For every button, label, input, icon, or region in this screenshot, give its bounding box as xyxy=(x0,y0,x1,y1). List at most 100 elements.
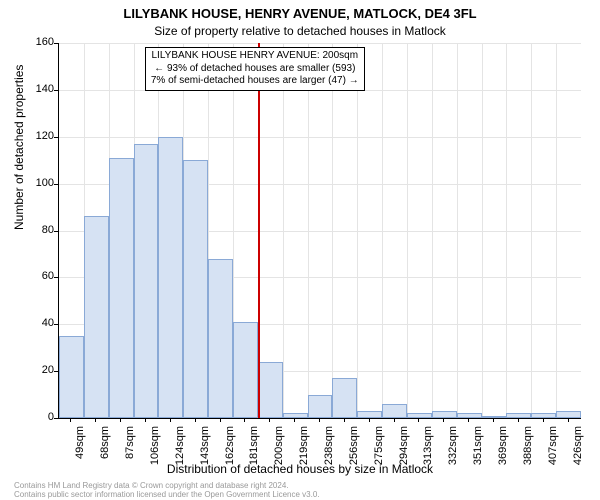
x-gridline xyxy=(531,43,532,418)
chart-title: LILYBANK HOUSE, HENRY AVENUE, MATLOCK, D… xyxy=(0,6,600,21)
histogram-bar xyxy=(432,411,457,418)
y-tick xyxy=(54,231,58,232)
histogram-bar xyxy=(134,144,159,418)
x-tick-label: 124sqm xyxy=(174,426,186,476)
reference-line xyxy=(258,43,260,418)
x-gridline xyxy=(556,43,557,418)
x-tick xyxy=(294,418,295,422)
chart-container: LILYBANK HOUSE, HENRY AVENUE, MATLOCK, D… xyxy=(0,0,600,500)
y-tick xyxy=(54,184,58,185)
histogram-bar xyxy=(183,160,208,418)
attribution-line1: Contains HM Land Registry data © Crown c… xyxy=(14,481,289,490)
x-tick-label: 219sqm xyxy=(298,426,310,476)
histogram-bar xyxy=(233,322,258,418)
y-tick xyxy=(54,371,58,372)
y-tick-label: 160 xyxy=(14,36,54,48)
x-tick xyxy=(244,418,245,422)
x-tick-label: 351sqm xyxy=(472,426,484,476)
x-tick-label: 68sqm xyxy=(99,426,111,476)
x-tick xyxy=(518,418,519,422)
x-tick-label: 143sqm xyxy=(199,426,211,476)
y-tick xyxy=(54,277,58,278)
x-tick-label: 256sqm xyxy=(348,426,360,476)
x-tick xyxy=(568,418,569,422)
annotation-line1: LILYBANK HOUSE HENRY AVENUE: 200sqm xyxy=(151,50,359,63)
x-tick-label: 49sqm xyxy=(74,426,86,476)
chart-subtitle: Size of property relative to detached ho… xyxy=(0,24,600,38)
histogram-bar xyxy=(308,395,333,418)
histogram-bar xyxy=(208,259,233,418)
x-tick-label: 275sqm xyxy=(373,426,385,476)
x-tick-label: 388sqm xyxy=(522,426,534,476)
x-tick xyxy=(344,418,345,422)
y-gridline xyxy=(59,137,581,138)
histogram-bar xyxy=(556,411,581,418)
y-tick-label: 80 xyxy=(14,224,54,236)
y-tick xyxy=(54,418,58,419)
x-gridline xyxy=(382,43,383,418)
x-tick-label: 426sqm xyxy=(572,426,584,476)
x-gridline xyxy=(482,43,483,418)
y-tick-label: 20 xyxy=(14,364,54,376)
y-tick-label: 0 xyxy=(14,411,54,423)
y-gridline xyxy=(59,43,581,44)
y-tick-label: 40 xyxy=(14,317,54,329)
histogram-bar xyxy=(506,413,531,418)
x-gridline xyxy=(407,43,408,418)
x-tick-label: 369sqm xyxy=(497,426,509,476)
x-tick xyxy=(418,418,419,422)
x-tick xyxy=(493,418,494,422)
x-gridline xyxy=(283,43,284,418)
x-tick xyxy=(369,418,370,422)
x-tick-label: 238sqm xyxy=(323,426,335,476)
histogram-bar xyxy=(332,378,357,418)
y-tick xyxy=(54,137,58,138)
x-tick xyxy=(543,418,544,422)
x-tick xyxy=(394,418,395,422)
x-gridline xyxy=(308,43,309,418)
plot-area: LILYBANK HOUSE HENRY AVENUE: 200sqm← 93%… xyxy=(58,43,581,419)
histogram-bar xyxy=(258,362,283,418)
annotation-line2: ← 93% of detached houses are smaller (59… xyxy=(151,63,359,76)
x-tick-label: 106sqm xyxy=(149,426,161,476)
histogram-bar xyxy=(109,158,134,418)
y-tick xyxy=(54,43,58,44)
histogram-bar xyxy=(357,411,382,418)
y-tick-label: 120 xyxy=(14,130,54,142)
annotation-line3: 7% of semi-detached houses are larger (4… xyxy=(151,75,359,88)
histogram-bar xyxy=(407,413,432,418)
x-gridline xyxy=(506,43,507,418)
x-tick-label: 87sqm xyxy=(124,426,136,476)
histogram-bar xyxy=(531,413,556,418)
x-gridline xyxy=(457,43,458,418)
x-tick xyxy=(220,418,221,422)
x-tick xyxy=(70,418,71,422)
x-tick xyxy=(145,418,146,422)
x-tick-label: 294sqm xyxy=(398,426,410,476)
histogram-bar xyxy=(382,404,407,418)
annotation-box: LILYBANK HOUSE HENRY AVENUE: 200sqm← 93%… xyxy=(145,47,365,91)
x-tick-label: 313sqm xyxy=(422,426,434,476)
x-tick-label: 407sqm xyxy=(547,426,559,476)
x-gridline xyxy=(432,43,433,418)
x-tick-label: 181sqm xyxy=(248,426,260,476)
x-tick-label: 332sqm xyxy=(447,426,459,476)
x-tick-label: 162sqm xyxy=(224,426,236,476)
attribution-line2: Contains public sector information licen… xyxy=(14,490,320,499)
histogram-bar xyxy=(158,137,183,418)
x-tick xyxy=(443,418,444,422)
x-tick-label: 200sqm xyxy=(273,426,285,476)
y-tick-label: 100 xyxy=(14,177,54,189)
histogram-bar xyxy=(59,336,84,418)
x-gridline xyxy=(332,43,333,418)
x-tick xyxy=(120,418,121,422)
x-tick xyxy=(319,418,320,422)
y-tick-label: 140 xyxy=(14,83,54,95)
x-tick xyxy=(468,418,469,422)
x-tick xyxy=(269,418,270,422)
x-tick xyxy=(170,418,171,422)
histogram-bar xyxy=(84,216,109,418)
y-tick-label: 60 xyxy=(14,270,54,282)
y-tick xyxy=(54,90,58,91)
x-gridline xyxy=(357,43,358,418)
